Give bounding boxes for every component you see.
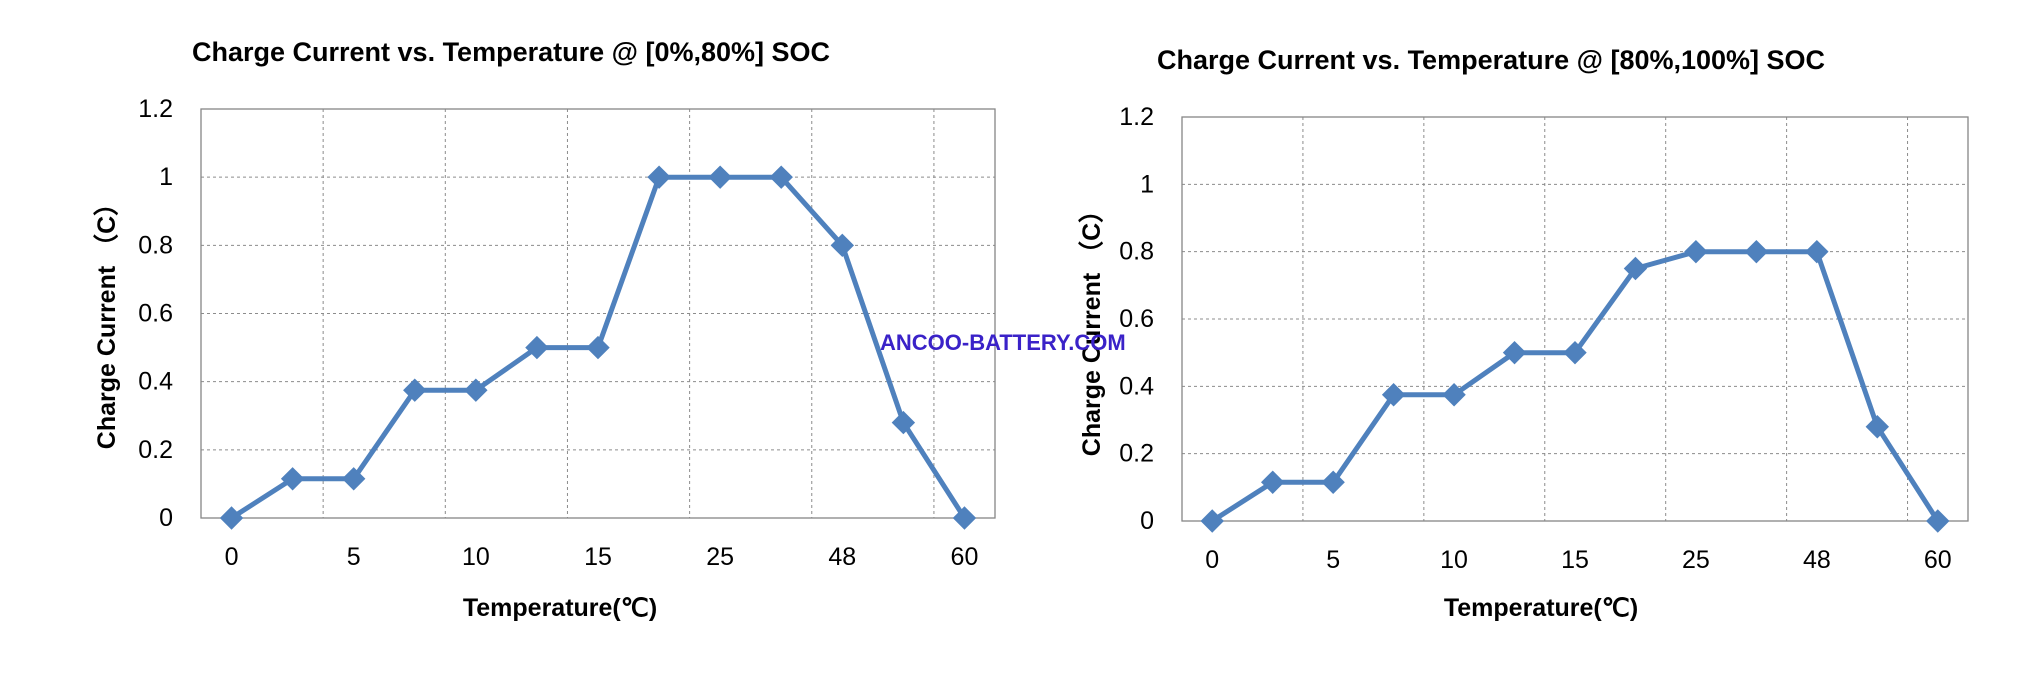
- x-tick-label: 48: [828, 543, 856, 571]
- x-tick-label: 10: [462, 543, 490, 571]
- y-tick-label: 1.2: [1119, 103, 1154, 131]
- x-tick-label: 15: [584, 543, 612, 571]
- data-point: [1502, 340, 1527, 365]
- y-axis-label: Charge Current （C）: [92, 191, 121, 449]
- watermark-text: ANCOO-BATTERY.COM: [880, 330, 1126, 355]
- plot-frame: [1181, 116, 1969, 522]
- data-point: [1442, 383, 1466, 407]
- y-axis-label: Charge Current （C）: [1077, 198, 1106, 456]
- plot-area: 0 0.2 0.4 0.6 0.8 1 1.2 0 5 10 15 25 48 60: [1119, 103, 1969, 574]
- data-point: [769, 165, 793, 189]
- y-tick-label: 0.6: [1119, 305, 1154, 333]
- y-tick-label: 0: [1140, 507, 1154, 535]
- y-tick-label: 0.8: [138, 231, 173, 259]
- y-tick-label: 0.4: [1119, 372, 1154, 400]
- chart-title: Charge Current vs. Temperature @ [80%,10…: [1157, 45, 1825, 75]
- y-tick-label: 0.4: [138, 368, 173, 396]
- chart-1-charge-current-80-100-soc: Charge Current vs. Temperature @ [80%,10…: [1077, 45, 1969, 622]
- data-point: [464, 378, 488, 402]
- chart-0-charge-current-0-80-soc: Charge Current vs. Temperature @ [0%,80%…: [92, 37, 996, 622]
- x-tick-label: 60: [1924, 546, 1952, 574]
- x-tick-label: 0: [225, 543, 239, 571]
- data-point: [891, 410, 916, 435]
- data-point: [1381, 383, 1406, 407]
- data-point: [525, 335, 549, 360]
- x-tick-label: 48: [1803, 546, 1831, 574]
- y-tick-label: 0.8: [1119, 238, 1154, 266]
- y-tick-label: 0.2: [1119, 440, 1154, 468]
- data-point: [341, 467, 366, 491]
- plot-frame: [200, 108, 996, 519]
- plot-area: 0 0.2 0.4 0.6 0.8 1 1.2 0 5 10 15 25 48 60: [138, 95, 996, 571]
- data-point: [647, 165, 671, 189]
- x-tick-label: 5: [1326, 546, 1340, 574]
- y-tick-label: 0: [159, 504, 173, 532]
- data-point: [830, 233, 855, 258]
- data-point: [1321, 470, 1345, 494]
- data-point: [403, 378, 427, 402]
- data-point: [1805, 239, 1829, 264]
- chart-title: Charge Current vs. Temperature @ [0%,80%…: [192, 37, 830, 67]
- x-tick-label: 25: [1682, 546, 1710, 574]
- y-tick-label: 0.6: [138, 300, 173, 328]
- data-point: [280, 467, 305, 491]
- x-tick-label: 5: [347, 543, 361, 571]
- x-axis-label: Temperature(℃): [463, 594, 657, 622]
- y-tick-label: 1: [159, 163, 173, 191]
- data-point: [708, 165, 732, 189]
- data-point: [1200, 509, 1224, 533]
- y-tick-label: 1.2: [138, 95, 173, 123]
- data-point: [1926, 509, 1950, 533]
- x-tick-label: 0: [1205, 546, 1219, 574]
- data-point: [1684, 239, 1708, 264]
- y-tick-label: 0.2: [138, 436, 173, 464]
- x-tick-label: 60: [951, 543, 979, 571]
- x-axis-label: Temperature(℃): [1444, 594, 1638, 622]
- data-point: [1865, 415, 1890, 439]
- data-point: [586, 335, 610, 360]
- x-tick-label: 15: [1561, 546, 1589, 574]
- data-point: [1744, 239, 1769, 264]
- data-point: [219, 506, 244, 530]
- x-tick-label: 10: [1440, 546, 1468, 574]
- data-point: [1260, 470, 1285, 494]
- data-point: [1563, 340, 1587, 365]
- y-tick-label: 1: [1140, 170, 1154, 198]
- x-tick-label: 25: [706, 543, 734, 571]
- data-point: [952, 506, 977, 530]
- data-point: [1623, 256, 1648, 281]
